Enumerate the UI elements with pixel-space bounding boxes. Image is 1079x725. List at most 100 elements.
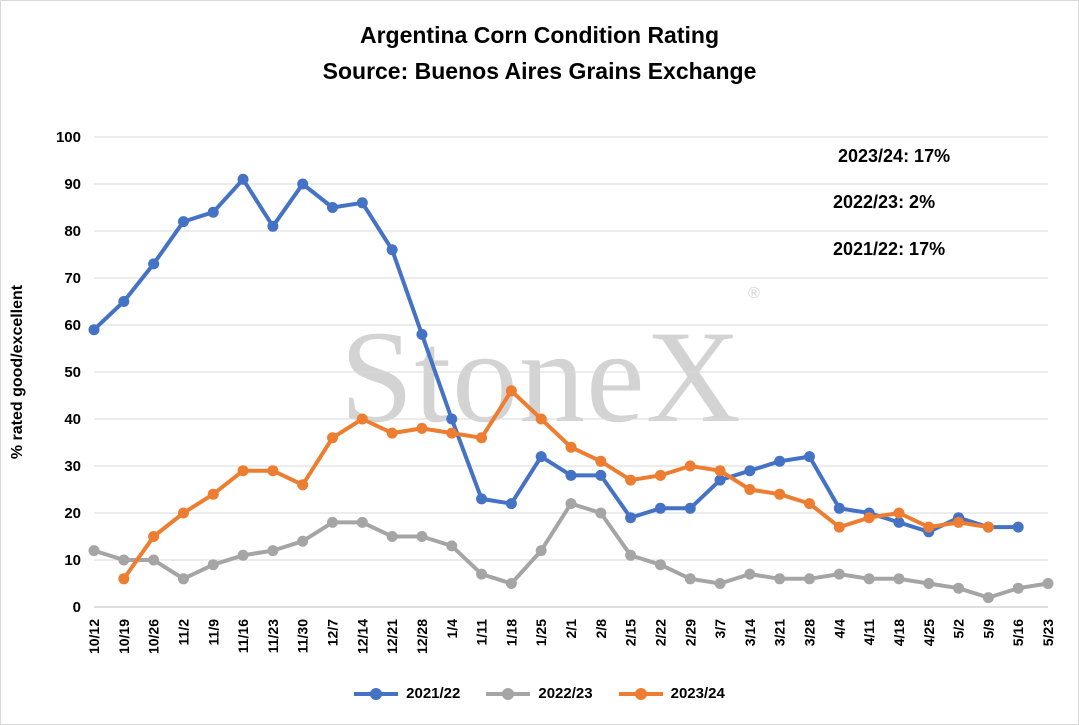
data-point-2023-24 [356,413,368,425]
annotation-2021-22: 2021/22: 17% [833,239,946,259]
data-point-2021-22 [118,296,130,307]
data-point-2021-22 [625,512,637,524]
data-point-2023-24 [327,432,338,444]
x-tick-label: 11/23 [265,619,281,653]
data-point-2022-23 [1042,578,1054,589]
x-tick-label: 5/16 [1010,619,1026,646]
y-tick-label: 40 [64,411,81,428]
x-tick-label: 4/25 [921,619,937,646]
x-tick-label: 11/30 [295,619,311,653]
data-point-2021-22 [148,258,160,270]
x-tick-label: 11/9 [205,619,221,646]
x-tick-label: 4/4 [831,619,847,639]
data-point-2023-24 [774,488,786,500]
x-tick-label: 2/29 [682,619,698,646]
series-2023-24 [118,385,994,585]
y-tick-label: 90 [64,176,81,193]
data-point-2022-23 [744,568,756,580]
legend-label-2023-24: 2023/24 [670,685,725,702]
data-point-2023-24 [297,479,309,491]
data-point-2022-23 [327,516,338,528]
data-point-2023-24 [893,507,905,519]
data-point-2023-24 [446,427,458,439]
data-point-2021-22 [177,216,189,228]
data-point-2021-22 [684,502,696,514]
x-tick-label: 1/11 [474,619,490,646]
data-point-2021-22 [595,469,607,481]
x-tick-label: 3/7 [712,619,728,639]
data-point-2022-23 [863,573,875,585]
data-point-2022-23 [833,568,845,580]
x-tick-label: 2/8 [593,619,609,639]
data-point-2023-24 [148,531,160,542]
y-tick-label: 80 [64,223,81,240]
x-tick-label: 12/28 [414,619,430,654]
data-point-2022-23 [595,507,607,519]
data-point-2021-22 [207,206,219,218]
x-tick-label: 3/21 [772,619,788,646]
x-tick-label: 2/22 [652,619,668,646]
y-tick-label: 20 [64,505,81,522]
data-point-2021-22 [476,493,488,505]
y-tick-label: 30 [64,458,81,475]
x-tick-label: 3/14 [742,619,758,646]
data-point-2021-22 [833,502,845,514]
data-point-2023-24 [177,507,189,519]
data-point-2023-24 [953,516,965,528]
data-point-2022-23 [118,554,130,566]
legend-swatch-2022-23 [486,687,531,700]
data-point-2022-23 [923,578,935,589]
data-point-2021-22 [804,451,815,463]
data-point-2022-23 [505,578,517,589]
data-point-2023-24 [207,488,219,500]
x-tick-label: 1/25 [533,619,549,646]
x-tick-label: 4/11 [861,619,877,646]
data-point-2022-23 [88,545,100,557]
data-point-2021-22 [774,455,786,467]
x-tick-label: 10/12 [86,619,102,654]
data-point-2023-24 [237,465,249,477]
data-point-2023-24 [714,465,726,477]
stonex-watermark-logo: StoneX® [340,285,761,450]
x-tick-label: 12/7 [325,619,341,646]
data-point-2021-22 [1012,521,1024,533]
data-point-2023-24 [416,422,428,434]
chart-subtitle: Source: Buenos Aires Grains Exchange [322,58,757,84]
chart-legend: 2021/22 2022/23 2023/24 [0,685,1079,702]
data-point-2023-24 [505,385,517,397]
x-tick-label: 1/4 [444,619,460,639]
data-point-2021-22 [714,474,726,486]
data-point-2023-24 [804,498,815,510]
data-point-2022-23 [684,573,696,585]
x-tick-label: 12/14 [354,619,370,654]
x-tick-label: 2/15 [623,619,639,646]
data-point-2022-23 [267,545,279,557]
data-point-2023-24 [267,465,279,477]
data-point-2021-22 [356,197,368,209]
data-point-2021-22 [565,469,577,481]
legend-swatch-2023-24 [618,687,663,700]
x-tick-label: 5/23 [1040,619,1056,646]
x-tick-label: 5/2 [951,619,967,639]
data-point-2021-22 [893,516,905,528]
data-point-2022-23 [982,592,994,604]
data-point-2022-23 [625,549,637,561]
y-tick-label: 60 [64,317,81,334]
data-point-2021-22 [505,498,517,510]
data-point-2021-22 [446,413,458,425]
data-point-2021-22 [237,173,249,185]
data-point-2021-22 [416,328,428,340]
data-point-2022-23 [1012,582,1024,594]
data-point-2022-23 [177,573,189,585]
x-tick-label: 3/28 [802,619,818,646]
data-point-2022-23 [804,573,815,585]
x-tick-label: 11/2 [175,619,191,646]
legend-item-2022-23: 2022/23 [486,685,593,702]
data-point-2023-24 [386,427,398,439]
data-point-2023-24 [744,484,756,495]
data-point-2021-22 [654,502,666,514]
x-tick-label: 12/21 [384,619,400,654]
data-point-2023-24 [833,521,845,533]
data-point-2021-22 [744,465,756,477]
